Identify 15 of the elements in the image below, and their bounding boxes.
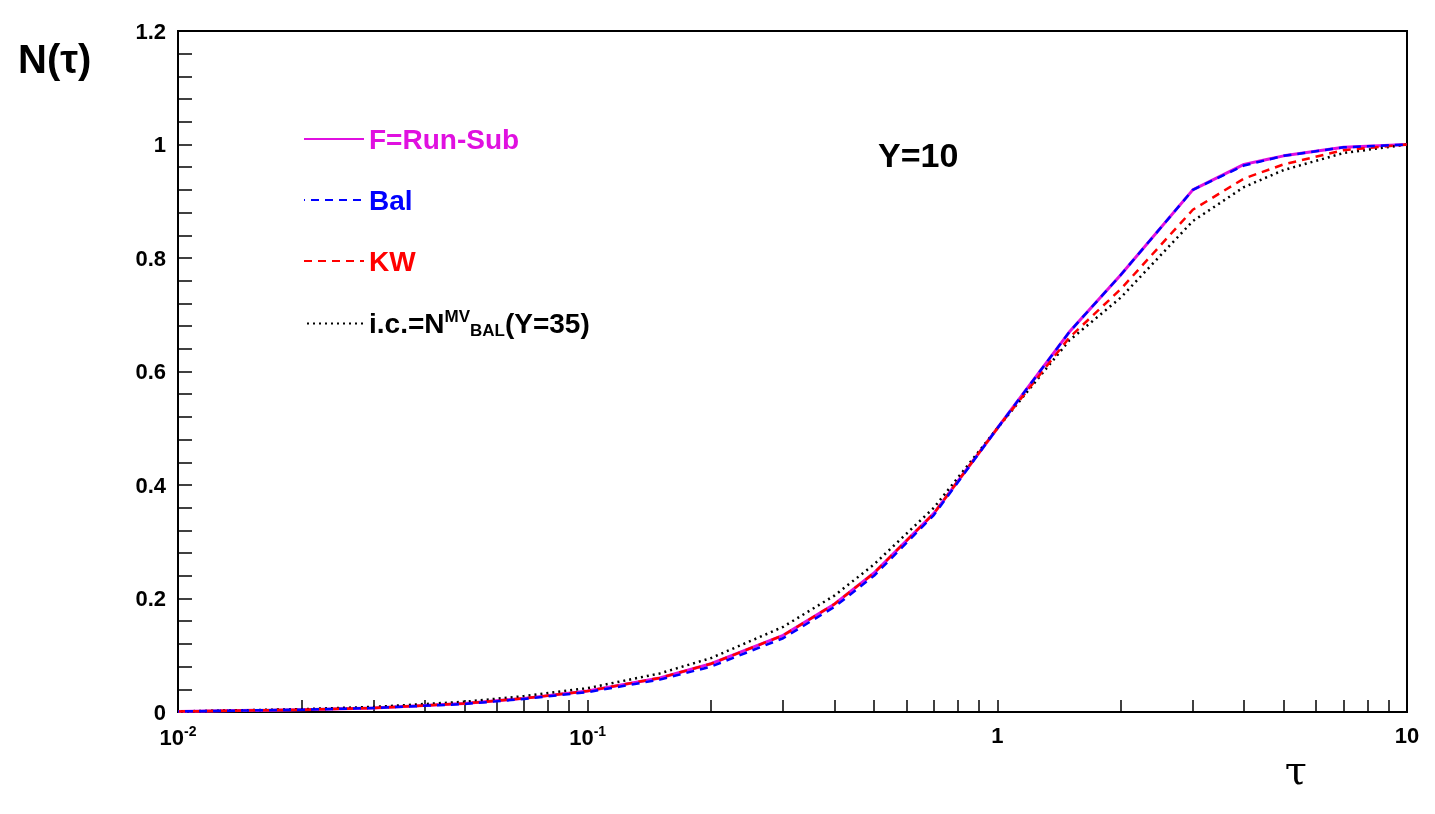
y-tick-label: 0.8 (135, 245, 166, 271)
y-tick-label: 0.6 (135, 359, 166, 384)
y-tick-label: 0.2 (135, 586, 166, 611)
y-tick-label: 1.2 (135, 18, 166, 44)
legend-label: KW (369, 245, 417, 277)
y-axis-title: N(τ) (18, 37, 92, 81)
x-tick-label: 10 (1394, 722, 1420, 748)
legend-label: F=Run-Sub (369, 123, 520, 155)
y-tick-label: 0.4 (135, 472, 167, 498)
legend-label: Bal (369, 184, 413, 216)
y-tick-label: 1 (153, 132, 166, 157)
x-tick-label: 1 (991, 722, 1004, 748)
x-axis-title: τ (1284, 747, 1307, 793)
y-tick-label: 0 (153, 699, 166, 725)
annotation: Y=10 (878, 136, 959, 174)
